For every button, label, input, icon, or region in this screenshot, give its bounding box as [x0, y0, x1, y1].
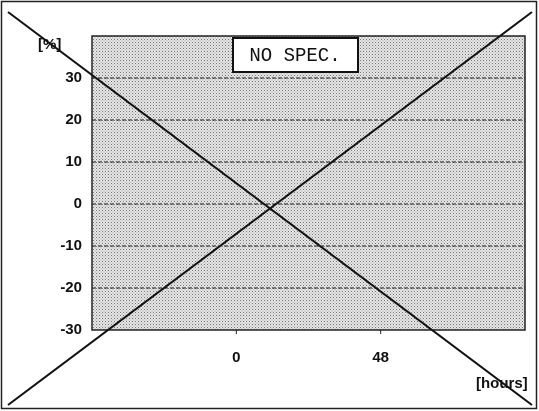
y-tick-label: -10	[60, 237, 82, 254]
y-tick-label: 0	[74, 195, 82, 212]
y-tick-label: 20	[65, 111, 82, 128]
y-tick-label: 10	[65, 153, 82, 170]
strike-line	[7, 11, 533, 406]
y-tick-label: 30	[65, 69, 82, 86]
y-tick-label: -20	[60, 279, 82, 296]
x-tick-label: 48	[372, 349, 389, 366]
plot-area	[91, 35, 526, 331]
annotation: NO SPEC.	[249, 45, 340, 67]
x-tick-label: 0	[232, 349, 240, 366]
annotation-box	[232, 37, 359, 73]
plot-background	[91, 35, 526, 331]
y-tick-label: -30	[60, 321, 82, 338]
